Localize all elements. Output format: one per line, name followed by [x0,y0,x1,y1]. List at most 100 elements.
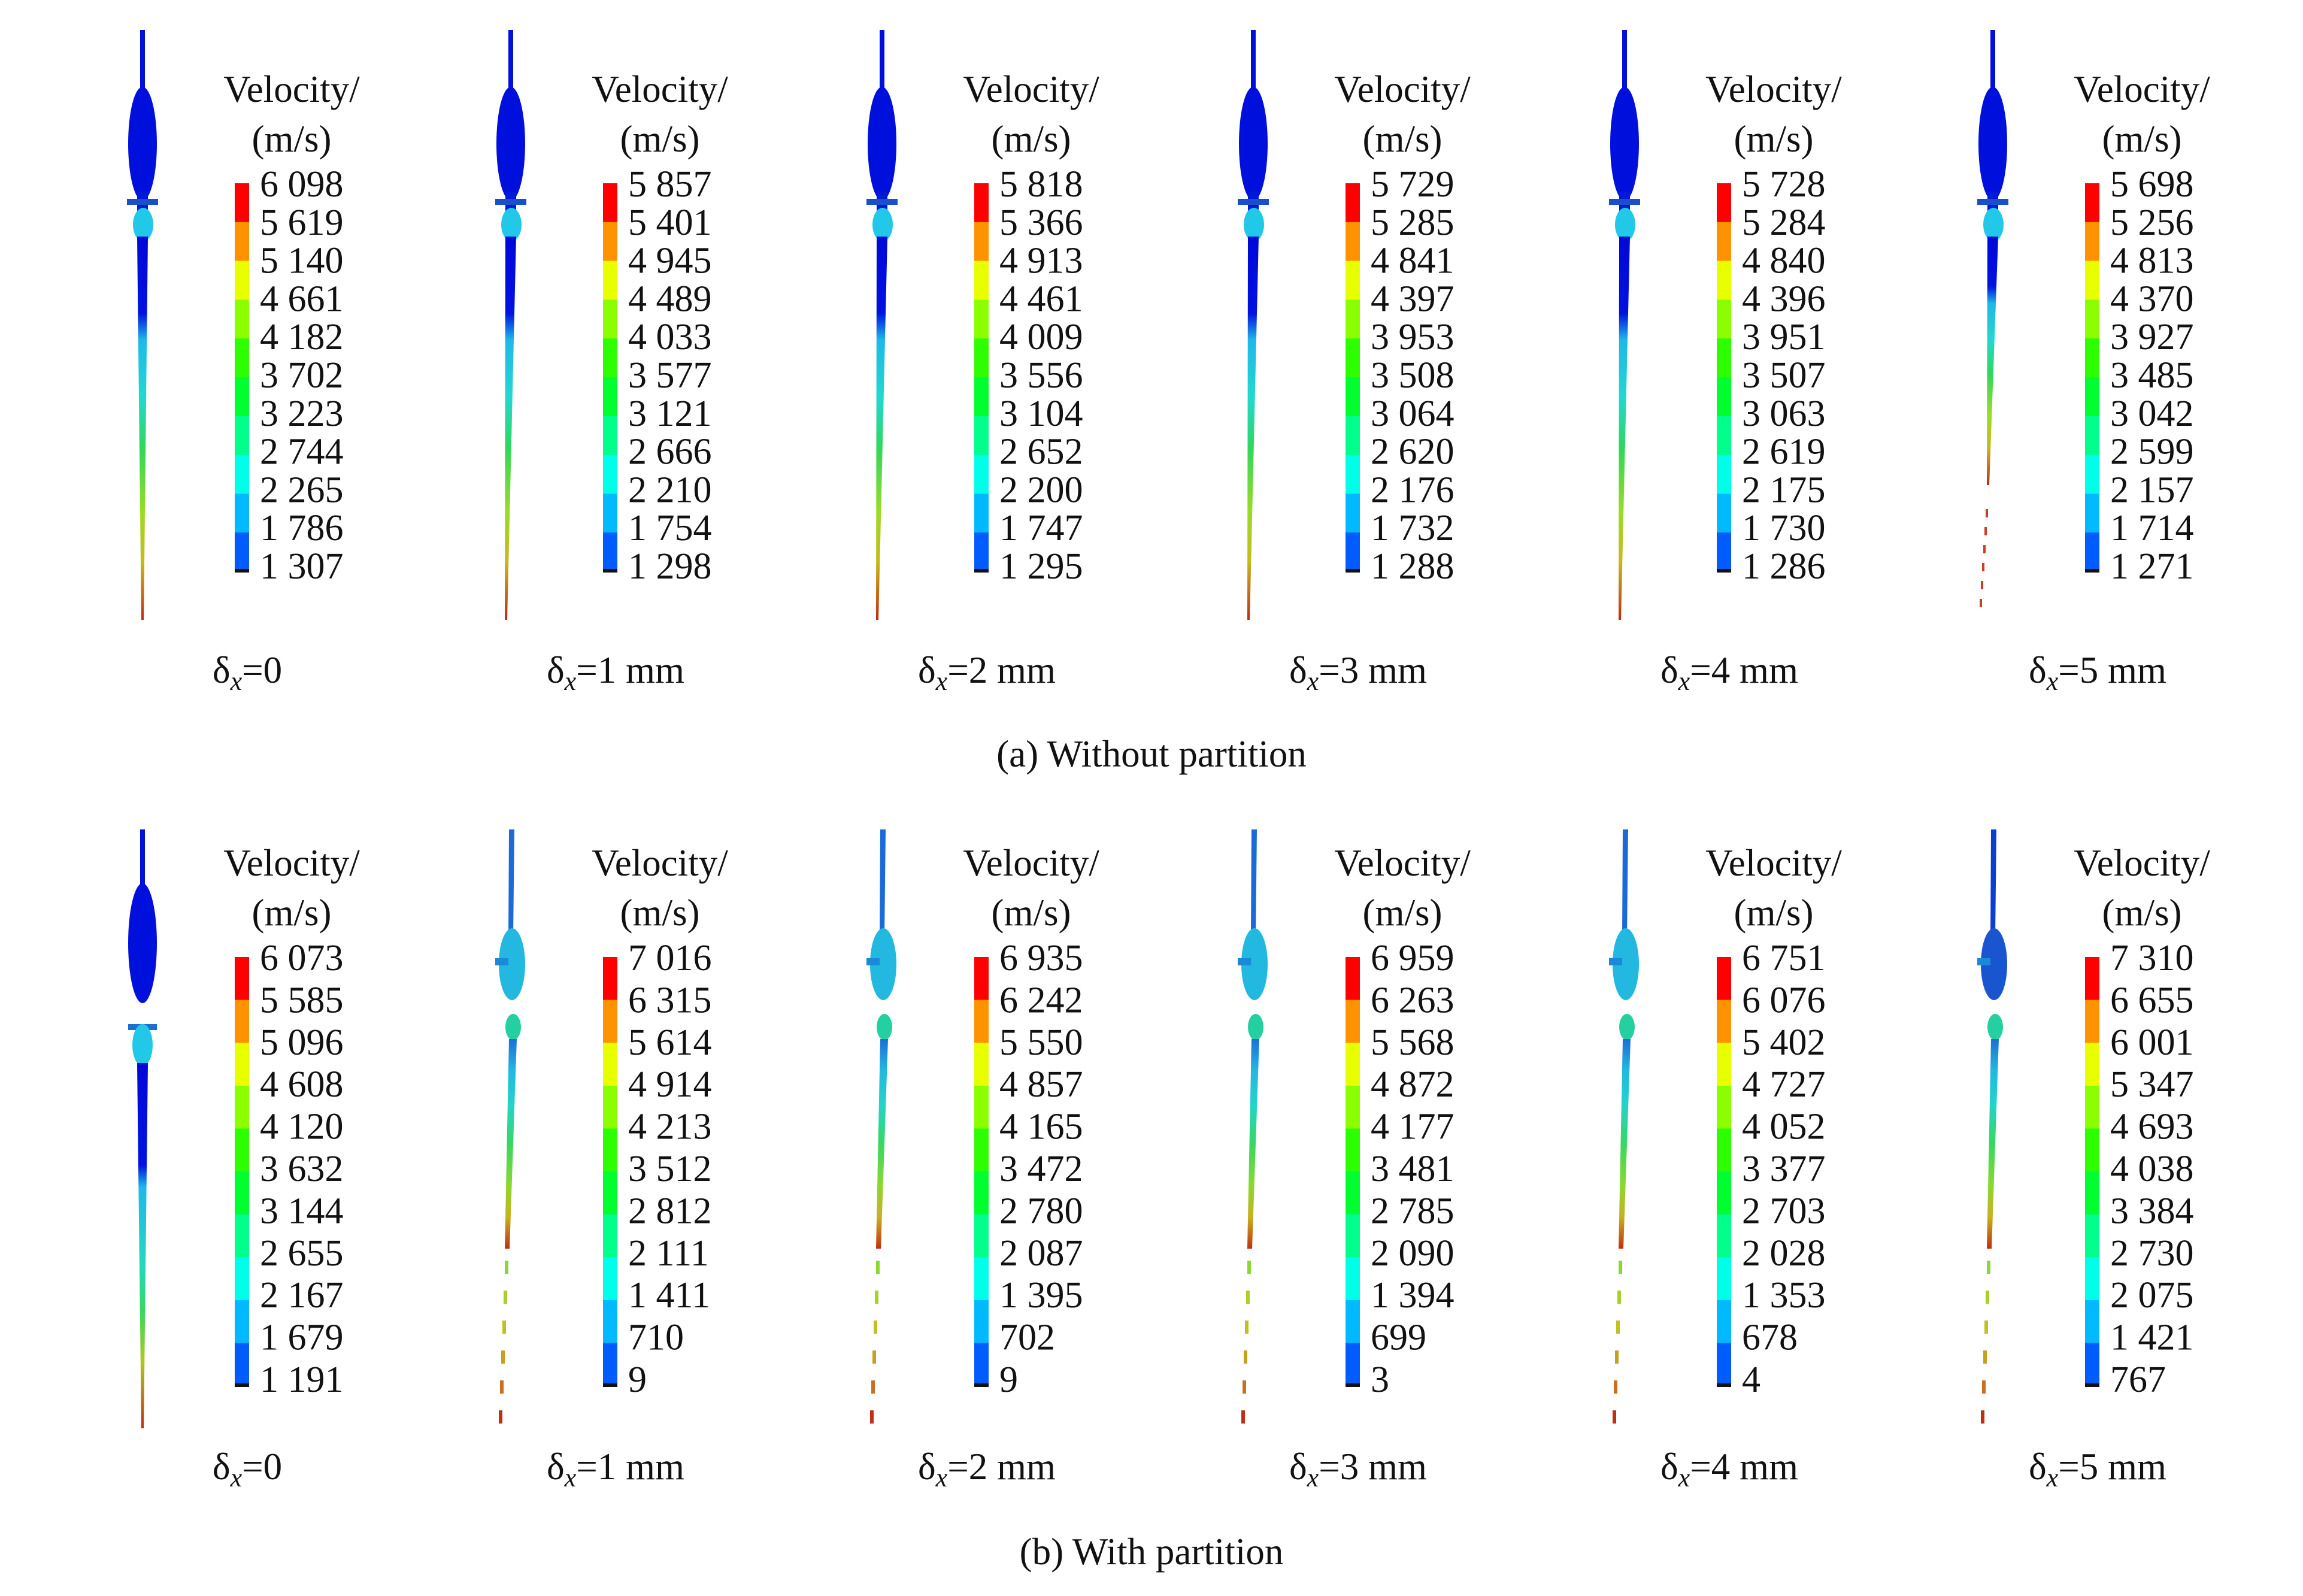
colorbar-tick-label: 3 064 [1371,393,1454,434]
jet-fragment [1982,1380,1986,1394]
row-caption: (a) Without partition [996,733,1307,775]
colorbar-tick-label: 1 353 [1742,1275,1826,1316]
jet-stem [1251,829,1257,937]
jet-bulb [496,87,525,201]
colorbar-tick-label: 5 614 [628,1022,712,1063]
legend-title-line1: Velocity/ [1334,68,1471,110]
colorbar-tick-label: 4 872 [1371,1064,1454,1105]
colorbar-segment [235,338,249,378]
colorbar-tick-label: 3 508 [1371,355,1454,396]
colorbar-tick-label: 4 608 [260,1064,344,1105]
colorbar-segment [2085,299,2099,339]
legend-title-line1: Velocity/ [1705,842,1842,884]
colorbar-tick-label: 2 655 [260,1233,344,1274]
offset-label: δx=3 mm [1289,1446,1427,1492]
colorbar-tick-label: 6 655 [2110,980,2194,1020]
colorbar-tick-label: 2 730 [2110,1233,2194,1274]
colorbar-segment [603,416,617,456]
colorbar-segment [235,1085,249,1129]
colorbar-tick-label: 4 914 [628,1064,712,1105]
colorbar-end-mark [2085,569,2099,573]
colorbar-tick-label: 4 489 [628,278,712,319]
colorbar-tick-label: 2 619 [1742,432,1826,473]
legend-title-line1: Velocity/ [1705,68,1842,110]
legend-title-line1: Velocity/ [223,68,360,110]
jet-tail [137,1063,148,1428]
offset-label: δx=3 mm [1289,649,1427,696]
offset-label: δx=1 mm [547,649,684,696]
colorbar-segment [235,1214,249,1258]
colorbar-tick-label: 710 [628,1318,684,1358]
jet-fragment [1987,1261,1990,1274]
colorbar-tick-label: 2 210 [628,470,712,510]
colorbar-tick-label: 2 599 [2110,432,2194,473]
colorbar-tick-label: 1 786 [260,508,344,549]
jet-fragment [872,1350,876,1364]
colorbar-tick-label: 7 310 [2110,938,2194,979]
colorbar-tick-label: 7 016 [628,938,712,979]
colorbar-segment [974,1171,989,1215]
colorbar-tick-label: 2 620 [1371,432,1454,473]
colorbar-end-mark [603,569,617,573]
colorbar-tick-label: 6 073 [260,938,344,979]
colorbar-segment [1346,1043,1360,1086]
colorbar-tick-label: 5 401 [628,202,712,243]
colorbar-segment [2085,1214,2099,1258]
jet-tail [1987,237,1998,485]
colorbar-tick-label: 3 144 [260,1191,344,1231]
colorbar-segment [1346,183,1360,223]
colorbar-tick-label: 4 213 [628,1107,712,1147]
jet-secondary-bulb [505,1014,521,1040]
jet-secondary-bulb [501,208,522,241]
colorbar-tick-label: 1 732 [1371,508,1454,549]
colorbar-tick-label: 2 785 [1371,1191,1454,1231]
jet-tail [1247,237,1259,620]
colorbar-tick-label: 2 028 [1742,1233,1826,1274]
colorbar-tick-label: 2 087 [999,1233,1083,1274]
colorbar-tick-label: 6 315 [628,980,712,1020]
colorbar-segment [1346,1000,1360,1043]
colorbar-tick-label: 3 104 [999,393,1083,434]
colorbar-tick-label: 5 550 [999,1022,1083,1063]
jet-stem [1622,829,1628,937]
colorbar-segment [974,1085,989,1129]
jet-bulb [499,928,525,1000]
colorbar-tick-label: 1 395 [999,1275,1083,1316]
colorbar-end-mark [2085,1383,2099,1387]
colorbar-tick-label: 1 307 [260,546,344,587]
colorbar-tick-label: 2 744 [260,432,344,473]
colorbar-tick-label: 2 175 [1742,470,1826,510]
colorbar-tick-label: 1 421 [2110,1318,2194,1358]
colorbar-tick-label: 3 927 [2110,317,2194,358]
jet-fragment [1613,1410,1616,1424]
colorbar-tick-label: 3 953 [1371,317,1454,358]
colorbar-tick-label: 1 679 [260,1318,344,1358]
colorbar-tick-label: 3 702 [260,355,344,396]
jet-stem [140,30,145,96]
jet-stem [1990,829,1996,937]
colorbar-segment [235,493,249,533]
legend-title-line2: (m/s) [252,892,332,934]
legend-title-line1: Velocity/ [2074,842,2210,884]
colorbar-segment [1346,455,1360,494]
jet-fragment [1616,1321,1620,1334]
jet-bulb [1610,87,1639,201]
jet-fragment [871,1380,875,1394]
colorbar-segment [603,377,617,417]
colorbar-segment [235,1300,249,1343]
colorbar-segment [1717,532,1731,572]
jet-secondary-bulb [1987,1014,2003,1040]
colorbar-tick-label: 9 [628,1359,647,1400]
colorbar-segment [235,957,249,1001]
colorbar-tick-label: 4 396 [1742,278,1826,319]
colorbar-segment [1346,261,1360,300]
jet-tail [876,1039,888,1249]
jet-fragment [502,1321,506,1334]
colorbar-segment [235,377,249,417]
